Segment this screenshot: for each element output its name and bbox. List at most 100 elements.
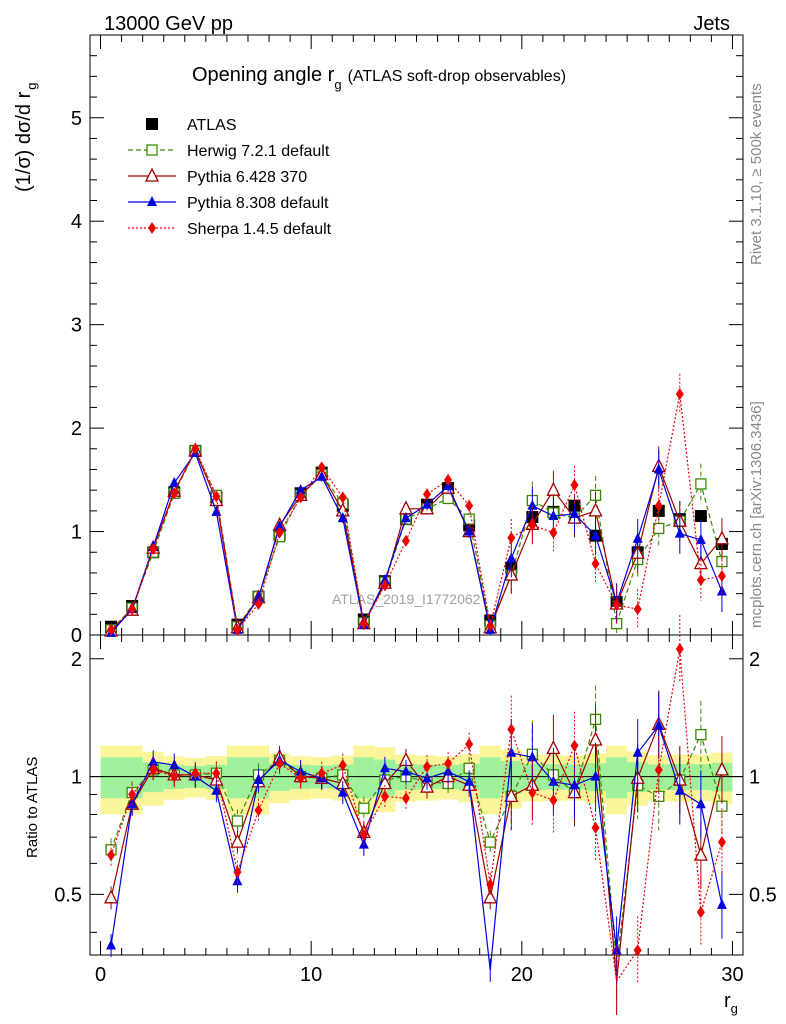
ratio-point-4-13 [380,790,389,803]
ratio-point-4-29 [717,836,726,849]
ratio-point-4-28 [696,906,705,919]
ratio-point-1-18 [484,836,496,848]
main-point-2-14 [398,500,414,515]
ratio-point-2-6 [230,833,245,848]
ratio-point-4-5 [212,767,221,780]
band-green-24 [606,757,628,799]
main-point-4-16 [444,473,453,486]
main-y-tick-label-4: 4 [71,211,82,233]
ratio-point-4-14 [401,792,410,805]
band-green-6 [226,757,248,799]
main-point-3-23 [590,529,601,540]
main-point-2-29 [714,530,729,545]
main-point-4-25 [633,603,642,616]
ratio-y-tick-label-2: 2 [71,649,82,671]
main-point-3-13 [379,574,390,585]
band-green-0 [100,757,122,799]
ratio-point-3-15 [422,772,433,783]
ratio-point-3-16 [443,765,454,776]
main-point-4-22 [570,479,579,491]
main-point-1-28 [695,478,707,490]
main-point-4-24 [612,599,621,611]
ratio-point-2-19 [504,787,519,803]
main-point-4-28 [696,574,705,587]
watermark: ATLAS_2019_I1772062 [332,591,481,607]
ratio-point-2-18 [483,889,498,904]
ratio-point-3-11 [337,786,348,797]
main-point-4-21 [549,526,558,539]
ratio-y-tick-label-right-1: 1 [749,767,760,789]
ratio-point-4-20 [528,786,537,799]
ratio-point-4-1 [128,788,137,801]
ratio-point-4-19 [507,723,516,736]
ratio-point-3-23 [590,770,601,781]
main-point-3-25 [632,532,643,543]
main-point-4-23 [591,557,600,570]
ratio-point-3-14 [400,765,411,776]
band-green-8 [269,763,291,791]
main-point-4-8 [275,526,284,539]
main-point-3-14 [400,512,411,523]
ratio-y-tick-label-right-2: 2 [749,649,760,671]
title-main: Opening angle r [192,64,335,86]
legend-label-2: Pythia 6.428 370 [187,169,307,186]
ratio-line-4 [110,648,723,983]
main-point-4-18 [486,619,495,632]
ratio-point-3-9 [295,765,306,776]
ratio-series [104,615,729,1015]
main-point-4-19 [507,531,516,544]
ratio-y-tick-label-right-0: 0.5 [749,884,777,906]
main-point-3-5 [211,505,222,516]
band-green-18 [479,757,501,799]
main-y-tick-label-2: 2 [71,418,82,440]
main-point-3-17 [464,525,475,536]
title-sub: g [334,77,341,92]
ratio-point-4-11 [338,759,347,772]
ratio-bands [90,745,743,815]
main-point-3-9 [295,484,306,495]
ratio-point-4-16 [444,757,453,770]
main-point-3-29 [716,585,727,596]
main-point-3-15 [422,498,433,509]
legend: ATLAS Herwig 7.2.1 default Pythia 6.428 37… [128,117,332,238]
main-point-4-7 [254,597,263,610]
main-point-0-28 [694,510,707,523]
main-y-label-text: (1/σ) dσ/d r [13,91,35,192]
main-point-3-8 [274,520,285,531]
legend-marker-0 [146,118,158,130]
ratio-point-4-17 [465,738,474,751]
ratio-point-4-21 [549,794,558,807]
ratio-point-3-21 [548,775,559,786]
header-right: Jets [693,13,730,35]
ratio-point-2-13 [377,775,392,790]
ratio-point-4-18 [486,878,495,891]
axis-tick-labels: 0 10 20 30 0 1 2 3 4 5 0.5 0.5 1 1 2 2 [54,108,777,986]
x-tick-label-2: 20 [511,964,533,986]
main-point-3-20 [527,499,538,510]
ratio-point-4-0 [107,849,116,862]
main-point-4-10 [317,461,326,474]
ratio-point-3-0 [106,939,117,950]
x-tick-label-0: 0 [95,964,106,986]
ratio-point-4-12 [359,828,368,841]
legend-marker-1 [146,144,158,156]
title-suffix: (ATLAS soft-drop observables) [348,68,566,85]
main-point-3-26 [653,463,664,474]
axis-ticks [90,34,743,955]
ratio-point-3-3 [169,759,180,770]
main-point-3-11 [337,512,348,523]
ratio-point-3-25 [632,746,643,757]
main-point-4-0 [107,623,116,636]
main-point-3-7 [253,591,264,602]
main-point-4-3 [170,487,179,500]
main-point-4-5 [212,490,221,503]
main-point-4-15 [423,488,432,501]
legend-label-3: Pythia 8.308 default [187,195,329,212]
ratio-point-4-15 [423,760,432,773]
main-point-4-27 [675,387,684,400]
ratio-point-3-22 [569,779,580,790]
ratio-point-3-20 [527,751,538,762]
main-point-4-26 [654,499,663,512]
ratio-point-1-12 [358,802,370,814]
